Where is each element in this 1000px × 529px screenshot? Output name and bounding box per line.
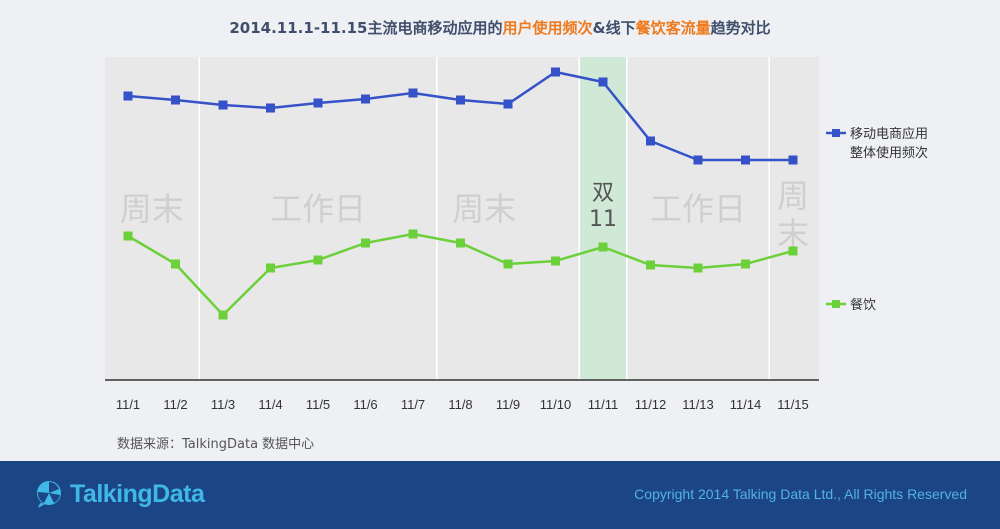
legend-label: 移动电商应用 bbox=[850, 126, 928, 142]
x-tick-label: 11/3 bbox=[211, 397, 235, 412]
series-point bbox=[266, 103, 275, 113]
series-point bbox=[646, 260, 655, 270]
plot-area bbox=[105, 57, 819, 380]
x-tick-label: 11/9 bbox=[496, 397, 520, 412]
series-point bbox=[693, 263, 703, 273]
region-label: 双 bbox=[592, 181, 614, 206]
series-point bbox=[503, 259, 513, 269]
series-point bbox=[551, 256, 560, 266]
chart-title: 2014.11.1-11.15主流电商移动应用的用户使用频次&线下餐饮客流量趋势… bbox=[0, 17, 1000, 38]
series-point bbox=[503, 99, 513, 109]
x-tick-label: 11/1 bbox=[116, 397, 140, 412]
series-point bbox=[693, 155, 703, 165]
legend-marker bbox=[832, 300, 840, 308]
series-point bbox=[456, 238, 465, 248]
title-part1: 2014.11.1-11.15主流电商移动应用的 bbox=[229, 19, 503, 37]
series-point bbox=[361, 94, 370, 104]
logo-bubble-icon bbox=[37, 481, 61, 508]
double11-band bbox=[579, 57, 627, 380]
x-tick-label: 11/11 bbox=[588, 397, 619, 412]
series-point bbox=[788, 246, 798, 256]
series-point bbox=[313, 255, 323, 265]
series-point bbox=[171, 259, 180, 269]
x-tick-label: 11/2 bbox=[163, 397, 187, 412]
logo-text: TalkingData bbox=[70, 479, 205, 508]
x-tick-label: 11/7 bbox=[401, 397, 425, 412]
series-point bbox=[123, 91, 133, 101]
region-label: 周末 bbox=[120, 190, 184, 228]
series-point bbox=[313, 98, 323, 108]
x-tick-label: 11/13 bbox=[682, 397, 714, 412]
legend-label: 整体使用频次 bbox=[850, 145, 928, 161]
series-point bbox=[741, 259, 750, 269]
region-label: 11 bbox=[589, 207, 617, 232]
series-point bbox=[361, 238, 370, 248]
series-point bbox=[646, 136, 655, 146]
series-point bbox=[408, 229, 418, 239]
series-point bbox=[551, 67, 560, 77]
x-tick-label: 11/5 bbox=[306, 397, 330, 412]
region-label: 工作日 bbox=[650, 190, 746, 228]
region-label: 周 bbox=[777, 177, 809, 215]
x-tick-label: 11/12 bbox=[635, 397, 667, 412]
series-point bbox=[123, 231, 133, 241]
series-point bbox=[266, 263, 275, 273]
title-part2: &线下 bbox=[592, 19, 636, 37]
series-point bbox=[788, 155, 798, 165]
data-source: 数据来源：TalkingData 数据中心 bbox=[117, 437, 315, 452]
title-highlight-usage: 用户使用频次 bbox=[502, 19, 593, 37]
legend-label: 餐饮 bbox=[850, 297, 876, 313]
series-point bbox=[741, 155, 750, 165]
x-tick-label: 11/14 bbox=[730, 397, 762, 412]
copyright-text: Copyright 2014 Talking Data Ltd., All Ri… bbox=[634, 486, 967, 502]
series-point bbox=[598, 77, 608, 87]
legend-marker bbox=[832, 129, 840, 137]
x-tick-label: 11/15 bbox=[777, 397, 809, 412]
x-tick-label: 11/4 bbox=[258, 397, 282, 412]
x-tick-label: 11/6 bbox=[353, 397, 377, 412]
series-point bbox=[408, 88, 418, 98]
x-tick-label: 11/8 bbox=[448, 397, 472, 412]
footer-bar: TalkingData Copyright 2014 Talking Data … bbox=[0, 461, 1000, 529]
region-label: 周末 bbox=[452, 190, 516, 228]
title-highlight-dining: 餐饮客流量 bbox=[635, 19, 711, 37]
series-point bbox=[218, 100, 228, 110]
title-part3: 趋势对比 bbox=[710, 19, 771, 37]
x-tick-label: 11/10 bbox=[540, 397, 572, 412]
series-point bbox=[456, 95, 465, 105]
series-point bbox=[598, 242, 608, 252]
talkingdata-logo: TalkingData bbox=[34, 477, 205, 511]
series-point bbox=[218, 310, 228, 320]
region-label: 工作日 bbox=[270, 190, 366, 228]
series-point bbox=[171, 95, 180, 105]
